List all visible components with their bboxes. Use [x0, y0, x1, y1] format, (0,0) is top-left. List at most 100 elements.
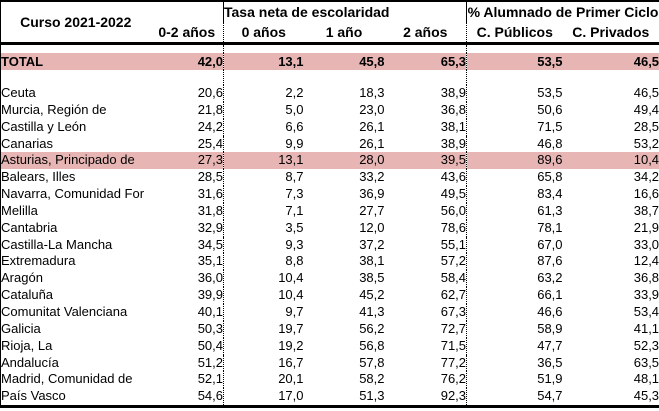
- value-cell: 10,4: [223, 287, 304, 304]
- value-cell: 8,8: [223, 253, 304, 271]
- table-row: Comunitat Valenciana 40,1 9,7 41,3 67,3 46,6 5…: [1, 303, 659, 321]
- value-cell: 51,9: [466, 371, 563, 389]
- table-row: Cataluña 39,9 10,4 45,2 62,7 66,1 33,9: [1, 287, 659, 304]
- value-cell: 34,2: [633, 169, 659, 185]
- value-cell: 72,7: [440, 320, 467, 336]
- table-body: TOTAL 42,0 13,1 45,8 65,3 53,5 46,5 Ceuta 20,6 2,…: [0, 43, 659, 407]
- value-cell: 33,2: [359, 169, 385, 185]
- table-header: Curso 2021-2022 Tasa neta de escolaridad…: [0, 1, 659, 45]
- table-row: Murcia, Región de 21,8 5,0 23,0 36,8 50,6 49,4: [1, 101, 659, 119]
- region-label: País Vasco: [1, 388, 66, 404]
- region-label: Galicia: [1, 320, 41, 336]
- spacer-cell: [385, 70, 467, 85]
- table-row: Galicia 50,3 19,7 56,2 72,7 58,9 41,1: [1, 320, 659, 338]
- group-header-tasa-neta: Tasa neta de escolaridad: [222, 1, 467, 22]
- value-cell: 10,4: [223, 270, 304, 288]
- table-row: Canarias 25,4 9,9 26,1 38,9 46,8 53,2: [1, 135, 659, 153]
- value-cell: 52,1: [197, 371, 223, 387]
- value-cell: 58,4: [440, 270, 467, 286]
- value-cell: 32,9: [197, 219, 223, 235]
- value-cell: 57,2: [440, 253, 467, 269]
- region-label: Cantabria: [1, 219, 58, 235]
- value-cell: 26,1: [359, 118, 385, 134]
- value-cell: 50,6: [466, 101, 563, 119]
- value-cell: 36,8: [440, 101, 467, 117]
- region-label: Ceuta: [1, 85, 36, 100]
- value-cell: 58,9: [466, 320, 563, 338]
- value-cell: 12,4: [633, 253, 659, 269]
- empty-header-cell: [151, 1, 224, 22]
- value-cell: 13,1: [223, 152, 304, 170]
- region-label: Melilla: [1, 202, 38, 218]
- table-row: Ceuta 20,6 2,2 18,3 38,9 53,5 46,5: [1, 85, 659, 102]
- value-cell: 40,1: [197, 303, 223, 319]
- value-cell: 65,8: [466, 169, 563, 187]
- value-cell: 26,1: [359, 135, 385, 151]
- table-row: Madrid, Comunidad de 52,1 20,1 58,2 76,2 51,9…: [1, 371, 659, 389]
- table-row: Balears, Illes 28,5 8,7 33,2 43,6 65,8 34,2: [1, 169, 659, 187]
- value-cell: 38,1: [359, 253, 385, 269]
- value-cell: 19,2: [223, 337, 304, 355]
- value-cell: 55,1: [440, 236, 467, 252]
- value-cell: 38,9: [440, 135, 467, 151]
- table-row: Cantabria 32,9 3,5 12,0 78,6 78,1 21,9: [1, 219, 659, 237]
- table-row: Castilla y León 24,2 6,6 26,1 38,1 71,5 28,5: [1, 118, 659, 136]
- value-cell: 78,6: [440, 219, 467, 235]
- col-header-c-privados: C. Privados: [562, 22, 659, 45]
- region-label: TOTAL: [0, 53, 151, 70]
- value-cell: 38,7: [633, 202, 659, 218]
- value-cell: 27,3: [150, 152, 224, 170]
- col-header-0-anos: 0 años: [223, 22, 304, 45]
- value-cell: 36,8: [633, 270, 659, 286]
- value-cell: 28,5: [633, 118, 659, 134]
- spacer-cell: [304, 43, 385, 53]
- value-cell: 9,7: [223, 303, 304, 321]
- value-cell: 10,4: [562, 152, 659, 170]
- value-cell: 41,1: [633, 320, 659, 336]
- spacer-cell: [1, 70, 151, 85]
- value-cell: 39,5: [384, 152, 467, 170]
- value-cell: 50,3: [197, 320, 223, 336]
- value-cell: 13,1: [223, 53, 304, 70]
- value-cell: 52,3: [633, 337, 659, 353]
- value-cell: 16,6: [633, 186, 659, 202]
- value-cell: 63,2: [466, 270, 563, 288]
- region-label: Cataluña: [1, 287, 54, 303]
- value-cell: 78,1: [466, 219, 563, 237]
- value-cell: 87,6: [466, 253, 563, 271]
- region-label: Comunitat Valenciana: [1, 303, 128, 319]
- value-cell: 23,0: [359, 101, 385, 117]
- value-cell: 54,6: [197, 388, 223, 404]
- region-label: Andalucía: [1, 354, 59, 370]
- value-cell: 49,4: [633, 101, 659, 117]
- spacer-cell: [304, 70, 385, 85]
- table-row: Aragón 36,0 10,4 38,5 58,4 63,2 36,8: [1, 270, 659, 288]
- value-cell: 51,3: [359, 388, 385, 404]
- region-label: Murcia, Región de: [1, 101, 107, 117]
- region-label: Balears, Illes: [1, 169, 76, 185]
- value-cell: 83,4: [466, 186, 563, 203]
- value-cell: 89,6: [466, 152, 563, 170]
- value-cell: 53,4: [633, 303, 659, 319]
- table-row: Melilla 31,8 7,1 27,7 56,0 61,3 38,7: [1, 202, 659, 220]
- spacer-cell: [1, 43, 151, 53]
- col-header-c-publicos: C. Públicos: [466, 22, 563, 45]
- value-cell: 31,8: [197, 202, 223, 218]
- value-cell: 56,8: [359, 337, 385, 353]
- col-header-2-anos: 2 años: [384, 22, 467, 45]
- region-label: Rioja, La: [1, 337, 53, 353]
- value-cell: 34,5: [197, 236, 223, 252]
- spacer-cell: [151, 43, 224, 53]
- value-cell: 35,1: [197, 253, 223, 269]
- table-row: Asturias, Principado de 27,3 13,1 28,0 39,5 8…: [0, 152, 659, 170]
- value-cell: 50,4: [197, 337, 223, 353]
- table-row: Castilla-La Mancha 34,5 9,3 37,2 55,1 67,0 33,…: [1, 236, 659, 254]
- header-row-columns: 0-2 años 0 años 1 año 2 años C. Públicos…: [1, 22, 659, 45]
- spacer-cell: [563, 70, 659, 85]
- value-cell: 53,2: [633, 135, 659, 151]
- region-label: Asturias, Principado de: [0, 152, 151, 170]
- value-cell: 71,5: [440, 337, 467, 353]
- value-cell: 38,1: [440, 118, 467, 134]
- spacer-row: [1, 43, 659, 53]
